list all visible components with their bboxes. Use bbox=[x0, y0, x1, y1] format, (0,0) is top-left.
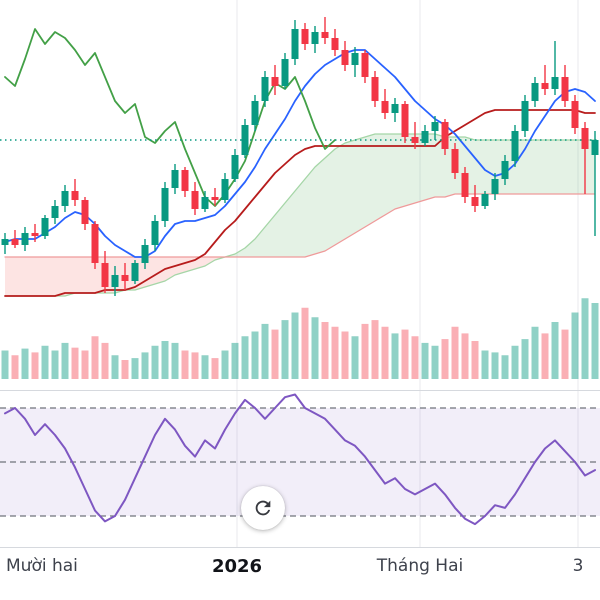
grid-lines bbox=[236, 0, 579, 547]
time-axis-label-february: Tháng Hai bbox=[376, 556, 464, 576]
time-axis-label-day3: 3 bbox=[572, 556, 584, 576]
refresh-icon bbox=[255, 500, 271, 516]
price-pane bbox=[1, 17, 599, 296]
time-axis-label-december: Mười hai bbox=[6, 556, 78, 576]
overlay-lines bbox=[4, 28, 596, 297]
refresh-button[interactable] bbox=[241, 486, 285, 530]
pane-dividers bbox=[0, 390, 600, 548]
rsi-pane bbox=[0, 393, 600, 526]
time-axis[interactable]: Mười hai 2026 Tháng Hai 3 bbox=[0, 548, 600, 600]
volume-pane bbox=[1, 298, 599, 379]
chart-canvas[interactable] bbox=[0, 0, 600, 548]
time-axis-label-year: 2026 bbox=[211, 556, 263, 577]
ichimoku-cloud bbox=[4, 133, 596, 297]
